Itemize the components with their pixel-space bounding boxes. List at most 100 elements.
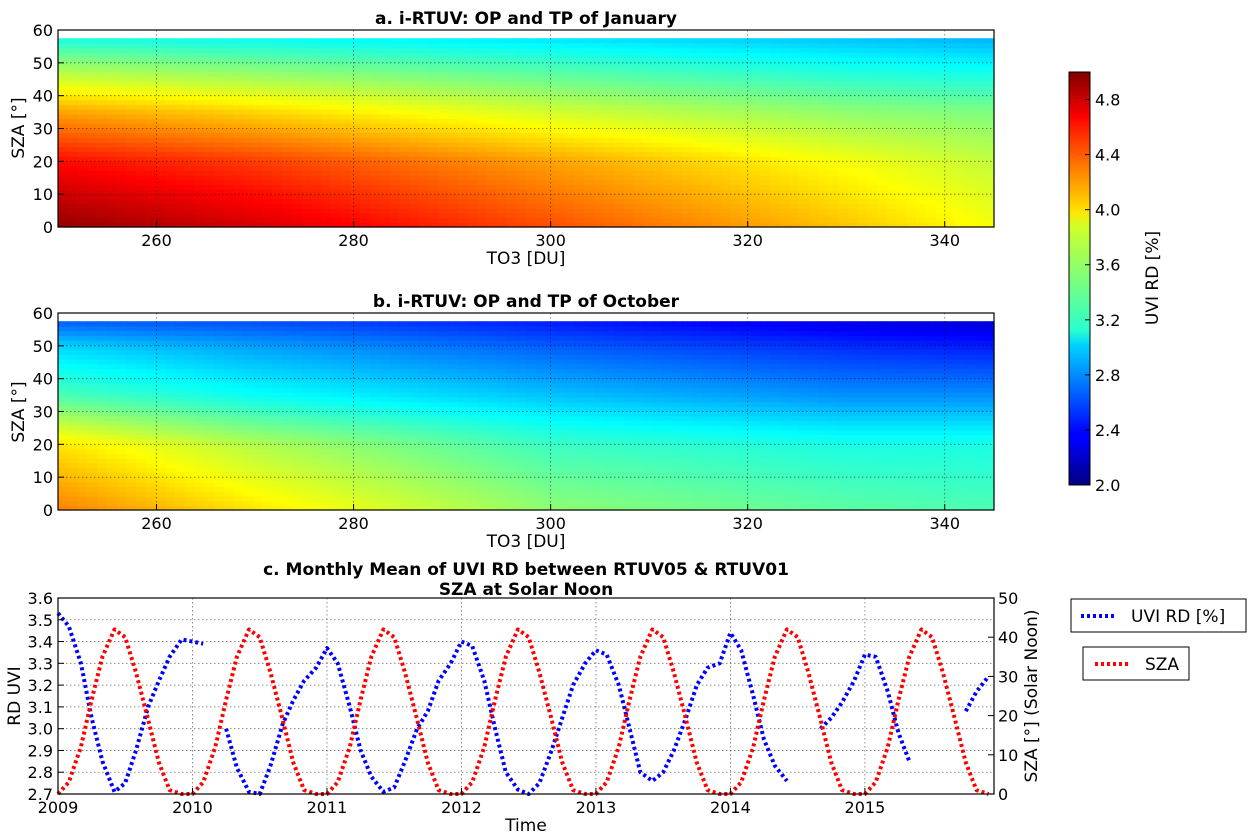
heatmap-cell bbox=[925, 208, 937, 214]
heatmap-cell bbox=[613, 38, 625, 44]
heatmap-cell bbox=[945, 189, 956, 195]
heatmap-cell bbox=[964, 198, 976, 204]
heatmap-cell bbox=[750, 198, 761, 204]
heatmap-cell bbox=[77, 94, 88, 101]
heatmap-cell bbox=[223, 156, 235, 162]
heatmap-cell bbox=[945, 118, 956, 124]
heatmap-cell bbox=[769, 85, 781, 91]
heatmap-cell bbox=[418, 142, 430, 148]
heatmap-cell bbox=[779, 165, 790, 171]
heatmap-cell bbox=[516, 462, 527, 469]
heatmap-cell bbox=[945, 462, 956, 469]
heatmap-cell bbox=[136, 453, 147, 459]
heatmap-cell bbox=[662, 113, 673, 120]
heatmap-cell bbox=[945, 127, 956, 134]
heatmap-cell bbox=[594, 175, 605, 181]
heatmap-cell bbox=[467, 179, 478, 186]
heatmap-cell bbox=[808, 57, 820, 63]
heatmap-cell bbox=[711, 476, 722, 483]
heatmap-cell bbox=[184, 99, 196, 105]
heatmap-cell bbox=[243, 57, 254, 63]
heatmap-cell bbox=[652, 222, 664, 228]
heatmap-cell bbox=[896, 156, 907, 162]
heatmap-cell bbox=[867, 80, 878, 87]
heatmap-cell bbox=[370, 137, 381, 143]
heatmap-cell bbox=[779, 137, 790, 143]
heatmap-cell bbox=[662, 184, 673, 190]
heatmap-cell bbox=[223, 198, 235, 204]
heatmap-cell bbox=[77, 217, 88, 223]
heatmap-cell bbox=[116, 217, 127, 223]
heatmap-cell bbox=[389, 458, 400, 464]
heatmap-cell bbox=[808, 61, 820, 68]
heatmap-cell bbox=[331, 66, 342, 72]
heatmap-cell bbox=[87, 142, 98, 148]
heatmap-cell bbox=[389, 99, 400, 105]
heatmap-cell bbox=[740, 189, 751, 195]
heatmap-cell bbox=[760, 52, 771, 58]
heatmap-cell bbox=[623, 184, 634, 190]
heatmap-cell bbox=[116, 208, 127, 214]
heatmap-cell bbox=[506, 208, 517, 214]
heatmap-cell bbox=[340, 203, 352, 209]
heatmap-cell bbox=[682, 505, 693, 511]
heatmap-cell bbox=[808, 104, 820, 110]
heatmap-cell bbox=[984, 80, 995, 87]
heatmap-cell bbox=[701, 495, 712, 502]
heatmap-cell bbox=[155, 160, 166, 167]
heatmap-cell bbox=[750, 75, 761, 82]
heatmap-cell bbox=[535, 208, 547, 214]
heatmap-cell bbox=[448, 160, 459, 167]
heatmap-cell bbox=[194, 38, 205, 44]
heatmap-cell bbox=[418, 146, 430, 153]
heatmap-cell bbox=[145, 212, 157, 219]
heatmap-cell bbox=[214, 42, 225, 49]
heatmap-cell bbox=[292, 42, 303, 49]
heatmap-cell bbox=[253, 66, 264, 72]
heatmap-cell bbox=[233, 146, 244, 153]
heatmap-cell bbox=[604, 505, 615, 511]
heatmap-cell bbox=[457, 198, 469, 204]
heatmap-cell bbox=[750, 458, 761, 464]
heatmap-cell bbox=[574, 52, 586, 58]
heatmap-cell bbox=[467, 146, 478, 153]
heatmap-cell bbox=[760, 132, 771, 138]
heatmap-cell bbox=[126, 193, 137, 200]
heatmap-cell bbox=[799, 198, 810, 204]
heatmap-cell bbox=[867, 500, 878, 506]
heatmap-cell bbox=[964, 71, 976, 77]
heatmap-cell bbox=[301, 132, 313, 138]
heatmap-cell bbox=[838, 99, 849, 105]
heatmap-cell bbox=[67, 71, 79, 77]
heatmap-cell bbox=[496, 203, 508, 209]
heatmap-cell bbox=[516, 90, 527, 96]
heatmap-cell bbox=[672, 486, 683, 492]
heatmap-cell bbox=[945, 71, 956, 77]
heatmap-cell bbox=[711, 189, 722, 195]
heatmap-cell bbox=[584, 472, 595, 478]
heatmap-cell bbox=[175, 486, 186, 492]
heatmap-cell bbox=[321, 160, 332, 167]
heatmap-cell bbox=[477, 462, 488, 469]
heatmap-cell bbox=[379, 160, 391, 167]
heatmap-cell bbox=[467, 467, 478, 473]
heatmap-cell bbox=[925, 80, 937, 87]
heatmap-cell bbox=[399, 57, 410, 63]
heatmap-cell bbox=[389, 113, 400, 120]
heatmap-cell bbox=[867, 179, 878, 186]
heatmap-cell bbox=[545, 118, 556, 124]
heatmap-cell bbox=[321, 212, 332, 219]
heatmap-cell bbox=[613, 90, 625, 96]
heatmap-cell bbox=[58, 85, 69, 91]
heatmap-cell bbox=[340, 486, 352, 492]
heatmap-cell bbox=[721, 481, 732, 487]
heatmap-cell bbox=[145, 127, 157, 134]
heatmap-cell bbox=[243, 184, 254, 190]
heatmap-cell bbox=[389, 179, 400, 186]
heatmap-cell bbox=[808, 165, 820, 171]
heatmap-cell bbox=[457, 495, 469, 502]
heatmap-cell bbox=[574, 80, 586, 87]
heatmap-cell bbox=[565, 467, 576, 473]
heatmap-cell bbox=[565, 80, 576, 87]
heatmap-cell bbox=[555, 476, 566, 483]
